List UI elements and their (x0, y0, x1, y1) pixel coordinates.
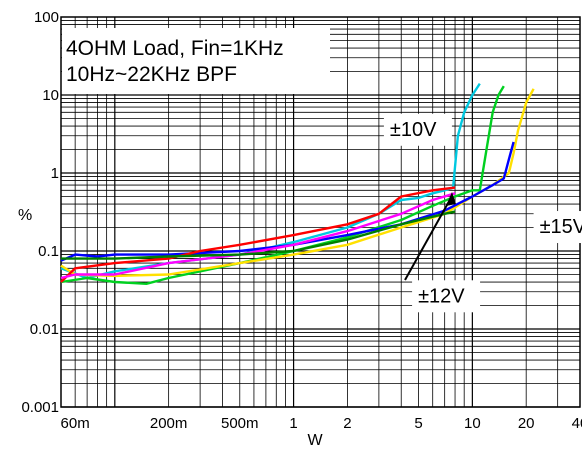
y-axis-label: % (18, 207, 32, 224)
x-tick-label: 10 (464, 415, 481, 432)
title-line-1: 4OHM Load, Fin=1KHz (66, 37, 284, 60)
x-tick-label: 20 (518, 415, 535, 432)
y-tick-label: 0.001 (21, 399, 59, 416)
annotation-label-2: ±15V (540, 216, 582, 238)
series-line-4 (60, 141, 515, 262)
x-tick-label: 500m (221, 415, 259, 432)
x-tick-label: 200m (150, 415, 188, 432)
annotation-label-1: ±10V (390, 119, 437, 141)
annotation-box (533, 211, 582, 244)
series-group (60, 82, 535, 285)
annotation-label-3: ±12V (418, 285, 465, 307)
annotation-arrow (404, 195, 453, 281)
series-line-3 (60, 88, 535, 278)
annotation-arrowhead (446, 192, 456, 206)
annotations: ±10V ±15V ±12V (383, 113, 582, 313)
y-tick-label: 100 (34, 9, 59, 26)
y-tick-label: 0.1 (38, 243, 59, 260)
title-line-2: 10Hz~22KHz BPF (66, 63, 237, 86)
y-tick-label: 10 (42, 87, 59, 104)
series-line-6 (60, 192, 456, 280)
x-tick-label: 1 (289, 415, 297, 432)
title-box: 4OHM Load, Fin=1KHz 10Hz~22KHz BPF (62, 28, 330, 94)
series-line-7 (61, 210, 456, 260)
y-tick-label: 1 (51, 165, 59, 182)
x-tick-label: 60m (61, 415, 90, 432)
x-axis-label: W (307, 432, 323, 449)
x-tick-label: 2 (343, 415, 351, 432)
x-tick-label: 5 (414, 415, 422, 432)
tick-labels: 60m 200m 500m 1 2 5 10 20 40 0.001 0.01 0.1 1 10 100 (21, 9, 582, 432)
x-tick-label: 40 (572, 415, 582, 432)
y-tick-label: 0.01 (30, 321, 59, 338)
annotation-box (383, 113, 452, 146)
annotation-box (412, 280, 481, 313)
series-line-5 (60, 186, 456, 283)
series-line-2 (60, 85, 505, 285)
